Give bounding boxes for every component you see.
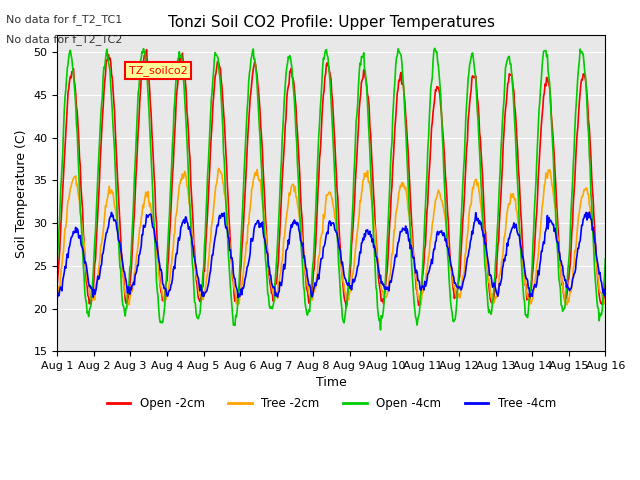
Tree -4cm — [586, 209, 593, 215]
Line: Open -4cm: Open -4cm — [58, 48, 605, 330]
Text: TZ_soilco2: TZ_soilco2 — [129, 65, 188, 76]
Open -2cm — [120, 275, 127, 280]
Open -2cm — [205, 180, 213, 185]
Tree -2cm — [63, 205, 71, 211]
Y-axis label: Soil Temperature (C): Soil Temperature (C) — [15, 129, 28, 257]
Line: Tree -4cm: Tree -4cm — [58, 212, 605, 298]
Open -4cm — [415, 313, 422, 319]
Tree -2cm — [602, 300, 609, 306]
Title: Tonzi Soil CO2 Profile: Upper Temperatures: Tonzi Soil CO2 Profile: Upper Temperatur… — [168, 15, 495, 30]
Text: No data for f_T2_TC1: No data for f_T2_TC1 — [6, 14, 123, 25]
Line: Open -2cm: Open -2cm — [58, 49, 605, 308]
Tree -4cm — [120, 268, 127, 274]
Open -2cm — [602, 280, 609, 286]
Open -4cm — [54, 256, 61, 262]
Tree -2cm — [120, 282, 127, 288]
Tree -4cm — [399, 225, 406, 231]
Open -4cm — [399, 71, 406, 76]
Tree -2cm — [415, 293, 423, 299]
Line: Tree -2cm: Tree -2cm — [58, 168, 605, 305]
Open -2cm — [342, 305, 350, 311]
Tree -2cm — [215, 166, 223, 171]
Open -2cm — [415, 300, 423, 306]
Tree -4cm — [175, 237, 183, 243]
Open -2cm — [176, 54, 184, 60]
Legend: Open -2cm, Tree -2cm, Open -4cm, Tree -4cm: Open -2cm, Tree -2cm, Open -4cm, Tree -4… — [102, 392, 561, 415]
Tree -2cm — [176, 181, 184, 187]
Open -2cm — [143, 47, 150, 52]
Tree -2cm — [125, 302, 133, 308]
Open -2cm — [63, 104, 71, 109]
Open -4cm — [175, 49, 183, 55]
Tree -4cm — [204, 282, 212, 288]
Open -4cm — [431, 46, 438, 51]
Open -4cm — [63, 65, 71, 71]
Open -4cm — [204, 161, 212, 167]
Tree -2cm — [205, 253, 213, 259]
Open -2cm — [399, 83, 407, 88]
Open -2cm — [54, 279, 61, 285]
Tree -2cm — [399, 180, 407, 186]
Tree -4cm — [234, 295, 242, 300]
Tree -2cm — [54, 289, 61, 295]
Tree -4cm — [54, 294, 61, 300]
Text: No data for f_T2_TC2: No data for f_T2_TC2 — [6, 34, 123, 45]
Open -4cm — [120, 303, 127, 309]
Tree -4cm — [415, 277, 422, 283]
Open -4cm — [377, 327, 385, 333]
Tree -4cm — [63, 251, 71, 257]
Open -4cm — [602, 256, 609, 262]
X-axis label: Time: Time — [316, 376, 347, 389]
Tree -4cm — [602, 288, 609, 294]
